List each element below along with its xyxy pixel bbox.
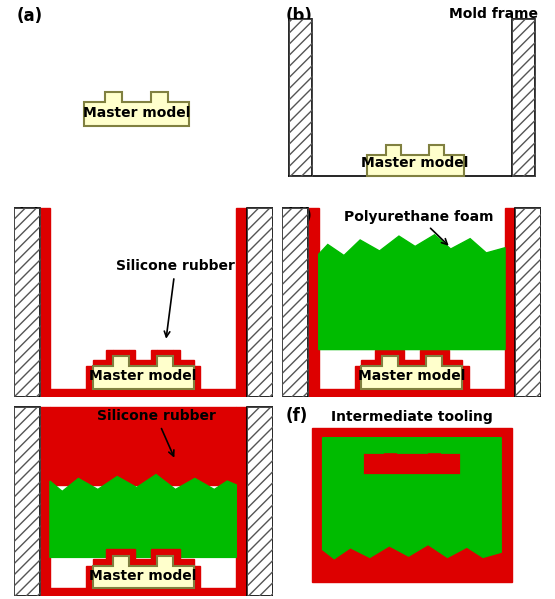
Polygon shape bbox=[381, 350, 397, 356]
Polygon shape bbox=[174, 350, 180, 366]
Polygon shape bbox=[93, 356, 194, 389]
Polygon shape bbox=[382, 443, 398, 452]
Polygon shape bbox=[194, 566, 200, 595]
Polygon shape bbox=[129, 350, 135, 366]
Text: (b): (b) bbox=[286, 7, 312, 25]
Bar bbox=[246, 208, 273, 397]
Text: Polyurethane foam: Polyurethane foam bbox=[344, 210, 493, 244]
Polygon shape bbox=[426, 443, 442, 452]
Polygon shape bbox=[129, 559, 158, 566]
Polygon shape bbox=[158, 549, 174, 556]
Text: (e): (e) bbox=[17, 407, 43, 425]
Polygon shape bbox=[86, 389, 200, 395]
Bar bbox=[282, 208, 309, 397]
Polygon shape bbox=[174, 559, 194, 566]
Bar bbox=[512, 19, 535, 176]
Polygon shape bbox=[39, 588, 246, 596]
Text: Mold frame: Mold frame bbox=[449, 7, 538, 22]
Polygon shape bbox=[113, 350, 129, 356]
Polygon shape bbox=[420, 350, 426, 366]
Polygon shape bbox=[129, 549, 135, 566]
Polygon shape bbox=[86, 588, 200, 595]
Polygon shape bbox=[361, 360, 381, 366]
Polygon shape bbox=[93, 556, 194, 588]
Polygon shape bbox=[361, 356, 462, 389]
Polygon shape bbox=[311, 428, 512, 582]
Polygon shape bbox=[39, 407, 50, 596]
Polygon shape bbox=[50, 474, 236, 558]
Bar bbox=[289, 19, 312, 176]
Bar bbox=[14, 407, 39, 596]
Polygon shape bbox=[362, 443, 461, 474]
Bar bbox=[246, 407, 273, 596]
Polygon shape bbox=[158, 350, 174, 356]
Polygon shape bbox=[442, 350, 449, 366]
Polygon shape bbox=[309, 208, 319, 397]
Polygon shape bbox=[505, 208, 516, 397]
Polygon shape bbox=[84, 92, 189, 126]
Polygon shape bbox=[50, 407, 236, 485]
Polygon shape bbox=[355, 389, 469, 395]
Text: Master model: Master model bbox=[361, 156, 469, 170]
Text: (c): (c) bbox=[17, 207, 42, 225]
Polygon shape bbox=[442, 360, 462, 366]
Bar bbox=[246, 208, 273, 397]
Polygon shape bbox=[194, 366, 200, 395]
Polygon shape bbox=[93, 360, 113, 366]
Polygon shape bbox=[322, 438, 501, 559]
Bar bbox=[282, 208, 309, 397]
Text: Silicone rubber: Silicone rubber bbox=[97, 409, 215, 456]
Text: Silicone rubber: Silicone rubber bbox=[116, 259, 235, 337]
Text: Intermediate tooling: Intermediate tooling bbox=[331, 410, 493, 424]
Polygon shape bbox=[397, 350, 404, 366]
Polygon shape bbox=[86, 366, 93, 395]
Polygon shape bbox=[39, 208, 50, 397]
Polygon shape bbox=[174, 549, 180, 566]
Polygon shape bbox=[106, 549, 113, 566]
Polygon shape bbox=[309, 389, 516, 397]
Polygon shape bbox=[86, 566, 93, 595]
Polygon shape bbox=[426, 350, 442, 356]
Polygon shape bbox=[236, 208, 246, 397]
Text: (f): (f) bbox=[286, 407, 308, 425]
Text: Master model: Master model bbox=[89, 569, 197, 583]
Bar bbox=[14, 208, 39, 397]
Bar bbox=[512, 19, 535, 176]
Polygon shape bbox=[174, 360, 194, 366]
Text: Master model: Master model bbox=[358, 370, 466, 383]
Text: (a): (a) bbox=[17, 7, 43, 25]
Polygon shape bbox=[93, 559, 113, 566]
Polygon shape bbox=[397, 360, 426, 366]
Polygon shape bbox=[319, 235, 505, 350]
Bar bbox=[14, 208, 39, 397]
Bar bbox=[289, 19, 312, 176]
Polygon shape bbox=[129, 360, 158, 366]
Text: (d): (d) bbox=[286, 207, 312, 225]
Polygon shape bbox=[236, 407, 246, 596]
Polygon shape bbox=[113, 549, 129, 556]
Bar bbox=[246, 407, 273, 596]
Polygon shape bbox=[367, 145, 463, 176]
Polygon shape bbox=[462, 366, 469, 395]
Polygon shape bbox=[362, 438, 461, 443]
Polygon shape bbox=[151, 549, 158, 566]
Polygon shape bbox=[355, 366, 361, 395]
Bar bbox=[14, 407, 39, 596]
Polygon shape bbox=[151, 350, 158, 366]
Polygon shape bbox=[39, 389, 246, 397]
Polygon shape bbox=[106, 350, 113, 366]
Bar bbox=[516, 208, 541, 397]
Bar bbox=[516, 208, 541, 397]
Polygon shape bbox=[375, 350, 381, 366]
Text: Master model: Master model bbox=[83, 106, 190, 120]
Text: Master model: Master model bbox=[89, 370, 197, 383]
